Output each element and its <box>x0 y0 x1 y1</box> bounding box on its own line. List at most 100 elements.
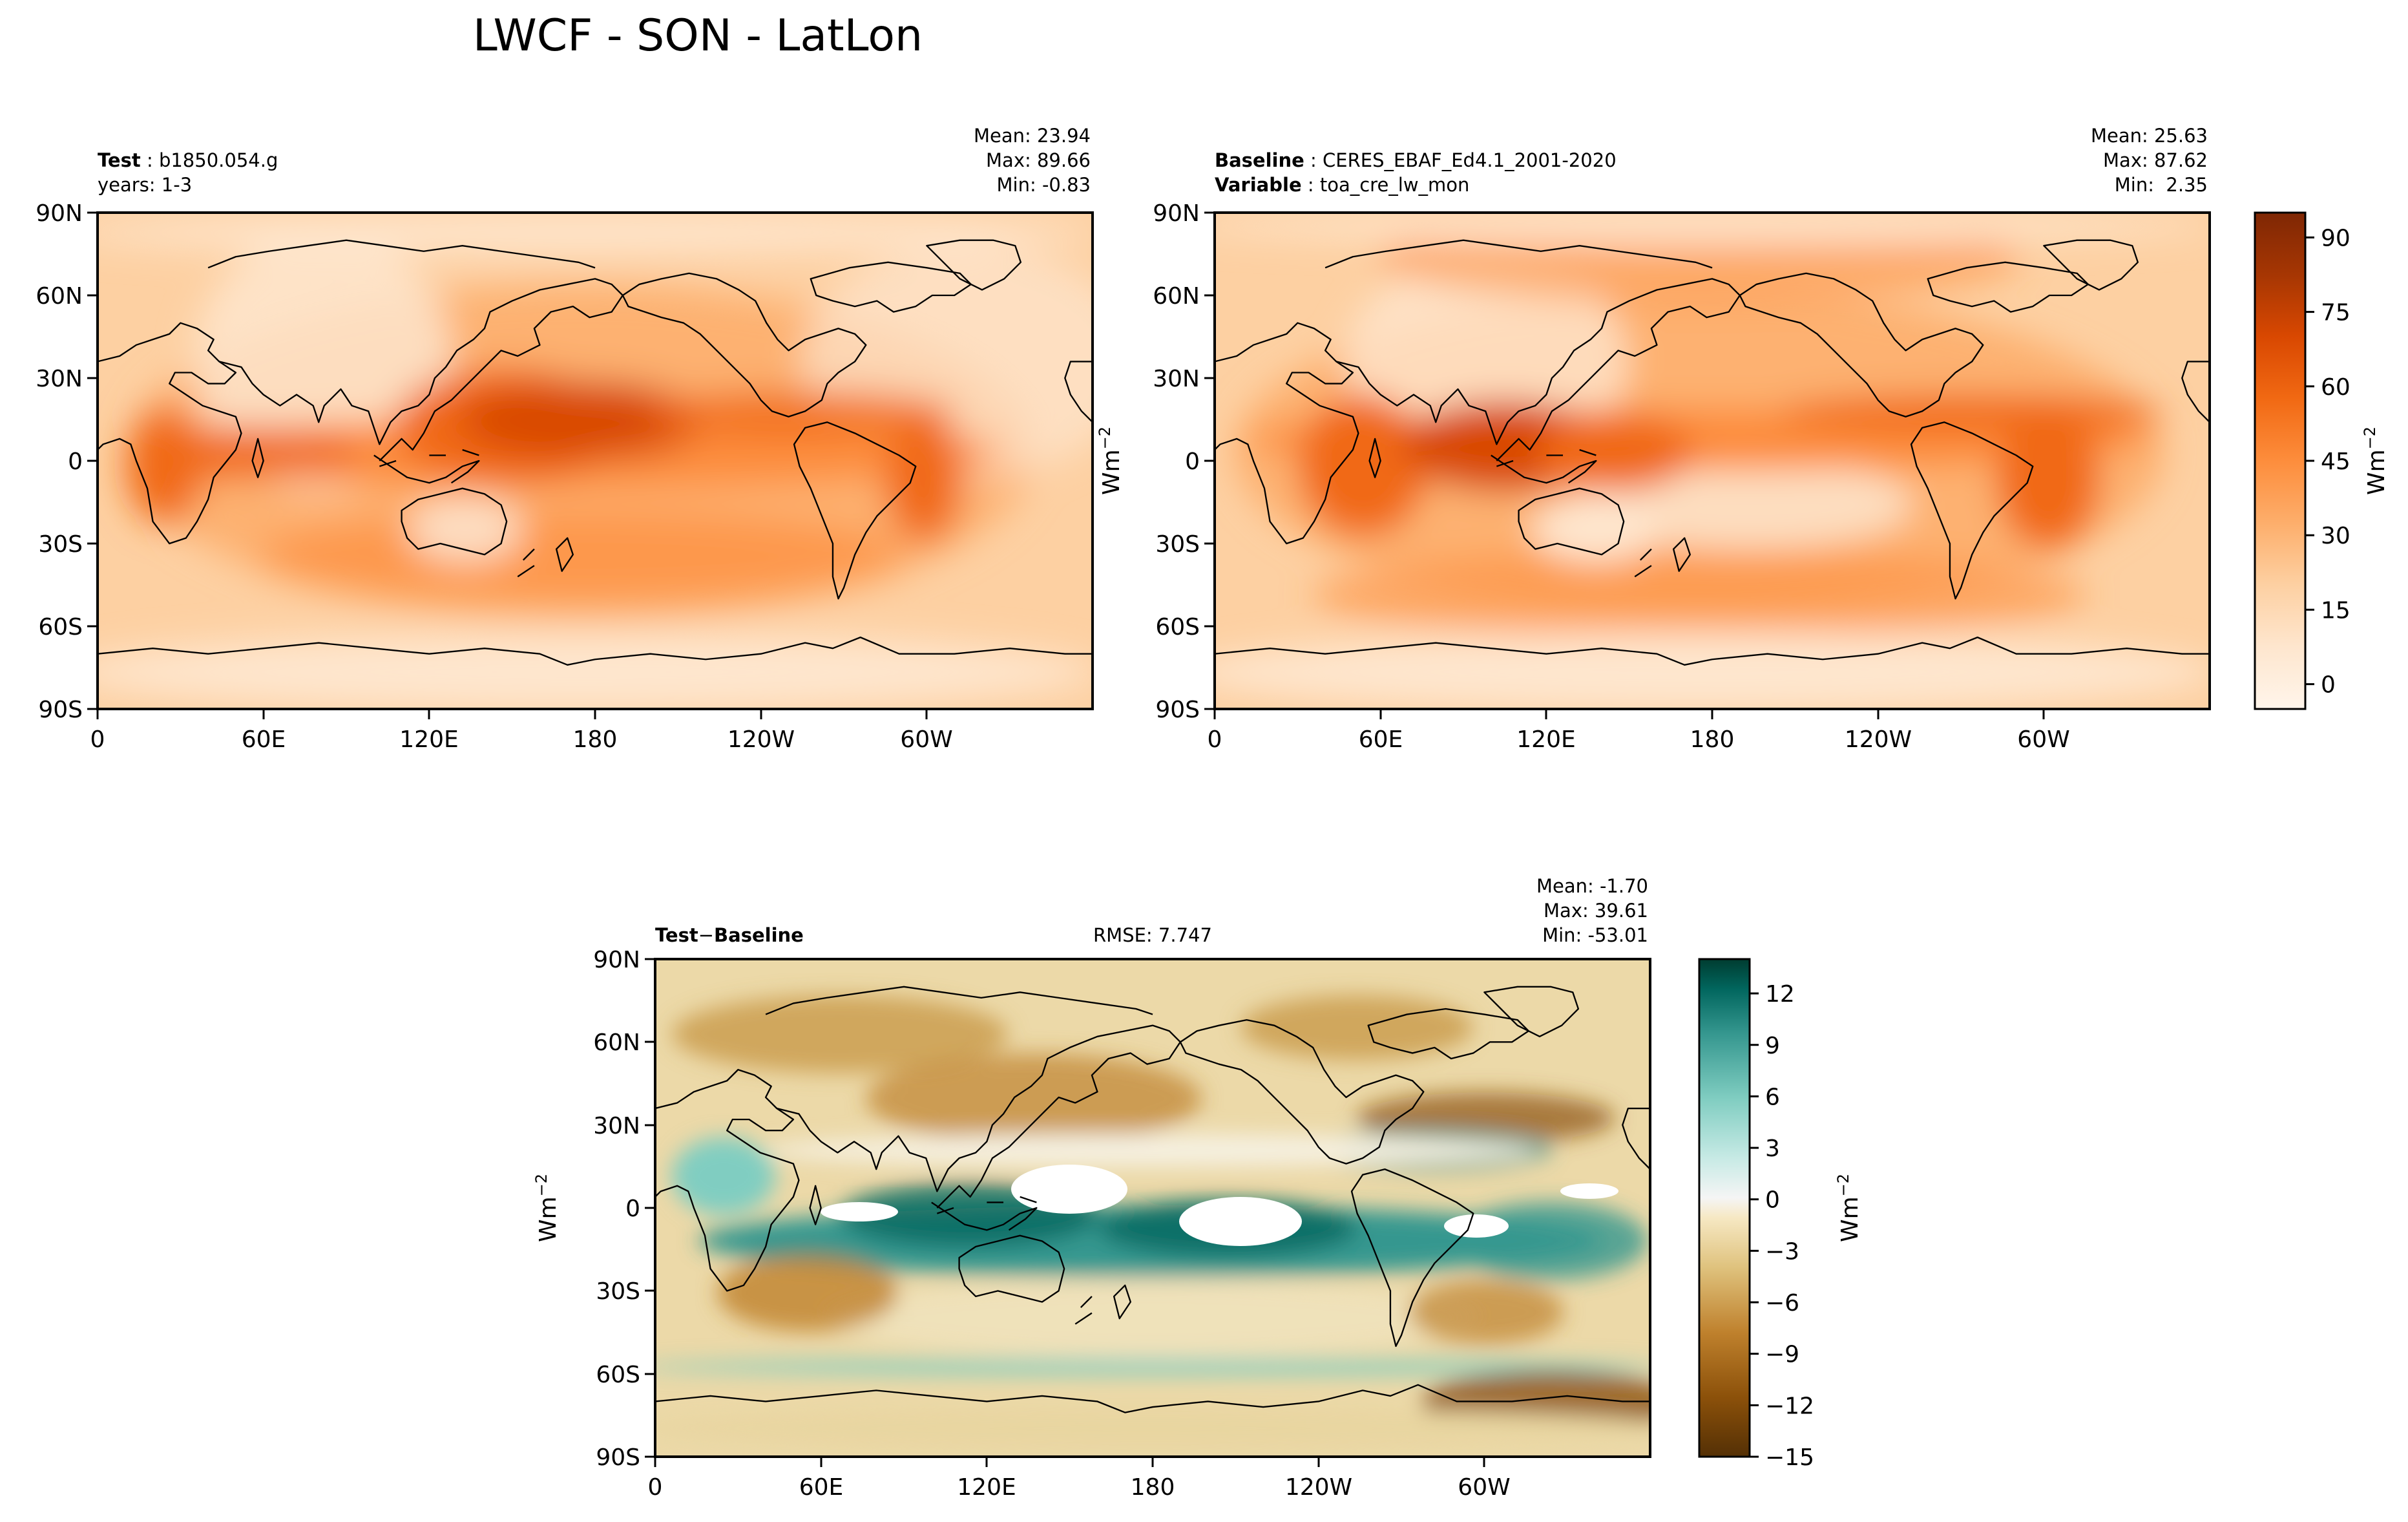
oranges-colorbar-tick-label: 90 <box>2321 225 2350 251</box>
diff-label-baseline: Baseline <box>714 924 804 946</box>
oranges-colorbar-tick-label: 15 <box>2321 597 2350 624</box>
test-lat-label-30n: 30N <box>36 366 83 392</box>
brbg-colorbar-tick-label: −3 <box>1765 1238 1799 1265</box>
oranges-colorbar: 0 15 30 45 60 75 90 Wm−2 <box>2254 211 2390 710</box>
test-lon-label-60e: 60E <box>242 726 286 753</box>
baseline-lat-label-30n: 30N <box>1153 366 1200 392</box>
baseline-lon-label-60w: 60W <box>2017 726 2069 753</box>
test-label: Test : b1850.054.g <box>98 149 278 171</box>
test-lat-label-60s: 60S <box>38 614 83 640</box>
diff-lat-label-90s: 90S <box>596 1444 640 1471</box>
brbg-colorbar-unit: Wm−2 <box>1834 1174 1863 1242</box>
baseline-stat-min: Min: 2.35 <box>2115 174 2208 196</box>
test-lat-label-0: 0 <box>68 449 83 475</box>
brbg-colorbar-tick-label: 9 <box>1765 1033 1780 1059</box>
test-stat-mean: Mean: 23.94 <box>974 125 1091 147</box>
test-lon-label-0: 0 <box>90 726 105 753</box>
top-unit-exp: −2 <box>1096 427 1114 449</box>
oranges-colorbar-unit: Wm−2 <box>2361 427 2390 495</box>
baseline-lat-label-90s: 90S <box>1155 697 1200 723</box>
oranges-colorbar-tick-label: 0 <box>2321 672 2336 699</box>
test-lon-label-180: 180 <box>573 726 618 753</box>
test-label-bold: Test <box>98 149 141 171</box>
diff-label-sep: − <box>698 924 714 946</box>
baseline-panel: Baseline : CERES_EBAF_Ed4.1_2001-2020 Va… <box>1153 125 2211 753</box>
baseline-lon-label-60e: 60E <box>1359 726 1403 753</box>
brbg-unit-base: Wm <box>1837 1196 1863 1242</box>
test-lon-label-120e: 120E <box>399 726 458 753</box>
baseline-stat-mean: Mean: 25.63 <box>2091 125 2208 147</box>
test-map <box>98 213 1093 709</box>
diff-stat-mean: Mean: -1.70 <box>1536 875 1648 897</box>
diff-rmse: RMSE: 7.747 <box>1093 924 1212 946</box>
brbg-colorbar-tick-label: 6 <box>1765 1084 1780 1110</box>
oranges-colorbar-tick-label: 60 <box>2321 374 2350 401</box>
diff-lon-label-180: 180 <box>1131 1474 1175 1501</box>
test-lat-label-60n: 60N <box>36 283 83 310</box>
brbg-colorbar: −15 −12 −9 −6 −3 0 3 6 9 12 Wm−2 <box>1698 958 1863 1471</box>
test-lon-axis <box>96 709 928 719</box>
brbg-colorbar-tick-label: 12 <box>1765 981 1795 1008</box>
oranges-unit-exp: −2 <box>2361 427 2379 449</box>
diff-left-unit-base: Wm <box>535 1196 561 1242</box>
baseline-label: Baseline : CERES_EBAF_Ed4.1_2001-2020 <box>1215 149 1617 171</box>
baseline-lat-label-30s: 30S <box>1155 531 1200 558</box>
baseline-label-text: CERES_EBAF_Ed4.1_2001-2020 <box>1323 149 1617 171</box>
baseline-lon-label-0: 0 <box>1208 726 1222 753</box>
diff-stat-max: Max: 39.61 <box>1544 900 1648 922</box>
diff-lat-axis <box>645 958 655 1458</box>
baseline-stat-max: Max: 87.62 <box>2103 149 2208 171</box>
diff-label: Test−Baseline <box>655 924 804 946</box>
diff-lat-label-90n: 90N <box>593 947 640 973</box>
test-lon-label-60w: 60W <box>900 726 952 753</box>
test-lat-label-90s: 90S <box>38 697 83 723</box>
test-lat-axis <box>87 211 98 710</box>
baseline-lon-axis <box>1213 709 2045 719</box>
baseline-lat-label-90n: 90N <box>1153 200 1200 227</box>
diff-lat-label-60s: 60S <box>596 1362 640 1388</box>
baseline-lat-axis <box>1204 211 1215 710</box>
diff-lon-label-120w: 120W <box>1285 1474 1352 1501</box>
test-lon-label-120w: 120W <box>728 726 795 753</box>
diff-lon-label-120e: 120E <box>957 1474 1016 1501</box>
oranges-colorbar-tick-label: 75 <box>2321 300 2350 326</box>
test-lat-label-90n: 90N <box>36 200 83 227</box>
brbg-colorbar-tick-label: −12 <box>1765 1393 1814 1419</box>
test-lat-label-30s: 30S <box>38 531 83 558</box>
baseline-lat-label-0: 0 <box>1185 449 1200 475</box>
brbg-colorbar-tick-label: 3 <box>1765 1136 1780 1162</box>
test-stat-max: Max: 89.66 <box>986 149 1091 171</box>
brbg-colorbar-tick-label: −15 <box>1765 1444 1814 1471</box>
baseline-variable: Variable : toa_cre_lw_mon <box>1215 174 1469 196</box>
figure-title: LWCF - SON - LatLon <box>473 10 923 61</box>
diff-lat-label-0: 0 <box>625 1196 640 1222</box>
test-stat-min: Min: -0.83 <box>997 174 1091 196</box>
diff-lat-label-30n: 30N <box>593 1113 640 1139</box>
diff-lon-label-60w: 60W <box>1458 1474 1510 1501</box>
baseline-map <box>1215 213 2210 709</box>
baseline-variable-text: toa_cre_lw_mon <box>1320 174 1470 196</box>
diff-map <box>655 959 1650 1457</box>
diff-label-test: Test <box>655 924 698 946</box>
oranges-unit-base: Wm <box>2363 449 2390 495</box>
baseline-lat-label-60n: 60N <box>1153 283 1200 310</box>
baseline-variable-bold: Variable <box>1215 174 1302 196</box>
brbg-colorbar-tick-label: −6 <box>1765 1290 1799 1316</box>
test-label-text: b1850.054.g <box>159 149 278 171</box>
baseline-lon-label-120e: 120E <box>1516 726 1575 753</box>
test-panel: Test : b1850.054.g years: 1-3 Mean: 23.9… <box>36 125 1094 753</box>
diff-lon-label-60e: 60E <box>799 1474 844 1501</box>
top-unit-base: Wm <box>1098 449 1125 495</box>
baseline-lat-label-60s: 60S <box>1155 614 1200 640</box>
oranges-colorbar-tick-label: 45 <box>2321 449 2350 475</box>
diff-lon-label-0: 0 <box>648 1474 663 1501</box>
diff-lat-label-30s: 30S <box>596 1278 640 1305</box>
brbg-colorbar-tick-label: 0 <box>1765 1187 1780 1214</box>
diff-left-unit-label: Wm−2 <box>532 1174 561 1242</box>
baseline-lon-label-180: 180 <box>1690 726 1735 753</box>
brbg-unit-exp: −2 <box>1834 1174 1852 1196</box>
diff-stat-min: Min: -53.01 <box>1542 924 1648 946</box>
diff-panel: Test−Baseline RMSE: 7.747 Mean: -1.70 Ma… <box>532 875 1651 1501</box>
baseline-lon-label-120w: 120W <box>1845 726 1912 753</box>
